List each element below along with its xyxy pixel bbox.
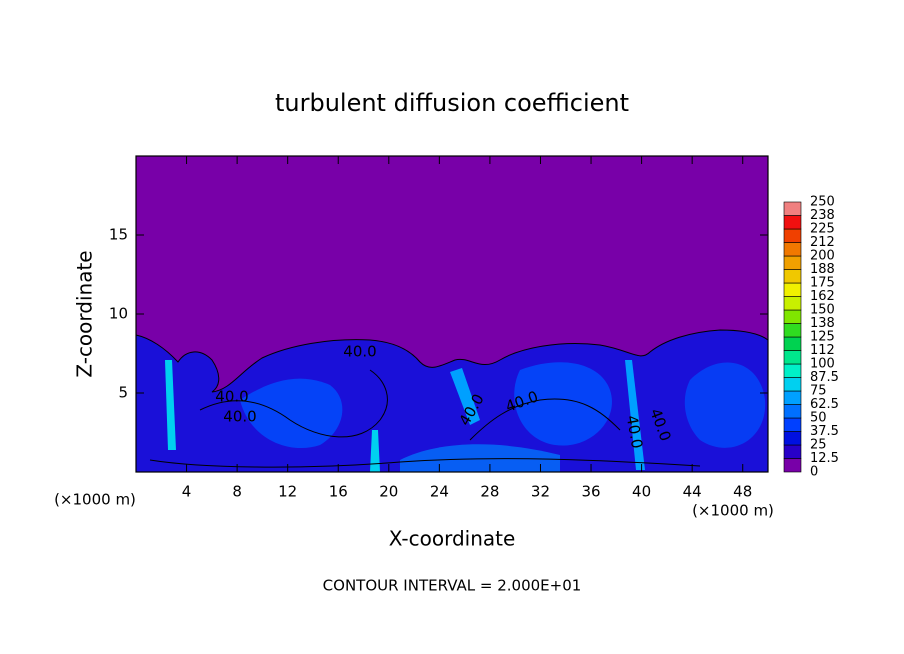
colorbar-band xyxy=(783,390,802,405)
contour-label: 40.0 xyxy=(343,343,376,361)
x-tick-label: 20 xyxy=(379,483,398,501)
field-streak xyxy=(450,368,480,425)
colorbar-band xyxy=(783,228,802,243)
colorbar-label: 238 xyxy=(810,208,835,223)
contour-label: 40.0 xyxy=(223,408,256,426)
footnote: CONTOUR INTERVAL = 2.000E+01 xyxy=(323,577,582,595)
colorbar-band xyxy=(783,336,802,351)
colorbar-label: 250 xyxy=(810,195,835,210)
colorbar-label: 62.5 xyxy=(810,397,839,412)
x-tick-label: 16 xyxy=(329,483,348,501)
field-patch xyxy=(240,378,343,448)
field-patch xyxy=(400,444,560,472)
x-tick-label: 28 xyxy=(480,483,499,501)
field-streak xyxy=(165,360,176,450)
x-tick-label: 36 xyxy=(581,483,600,501)
colorbar-label: 150 xyxy=(810,303,835,318)
colorbar-band xyxy=(783,377,802,392)
colorbar-band xyxy=(783,431,802,446)
colorbar-label: 87.5 xyxy=(810,370,839,385)
colorbar-label: 225 xyxy=(810,222,835,237)
colorbar-label: 188 xyxy=(810,262,835,277)
field-patch xyxy=(514,362,612,446)
contour-line xyxy=(469,398,621,441)
colorbar-band xyxy=(783,323,802,338)
x-tick-label: 8 xyxy=(232,483,242,501)
colorbar-band xyxy=(783,215,802,230)
colorbar-label: 125 xyxy=(810,330,835,345)
colorbar-label: 50 xyxy=(810,411,827,426)
colorbar-label: 200 xyxy=(810,249,835,264)
colorbar-label: 12.5 xyxy=(810,451,839,466)
colorbar-band xyxy=(783,269,802,284)
contour-line xyxy=(199,369,388,438)
colorbar-band xyxy=(783,255,802,270)
colorbar-band xyxy=(783,458,802,473)
x-tick-label: 48 xyxy=(733,483,752,501)
colorbar-band xyxy=(783,201,802,216)
y-tick-label: 10 xyxy=(109,305,128,323)
colorbar-band xyxy=(783,444,802,459)
contour-label: 40.0 xyxy=(215,388,248,406)
colorbar-label: 138 xyxy=(810,316,835,331)
colorbar-band xyxy=(783,309,802,324)
colorbar-label: 25 xyxy=(810,438,827,453)
colorbar-label: 0 xyxy=(810,465,818,480)
x-tick-label: 40 xyxy=(632,483,651,501)
contour-labels: 40.040.040.040.0 40.040.0 40.0 xyxy=(215,343,674,450)
colorbar-band xyxy=(783,404,802,419)
field-patch xyxy=(684,362,766,448)
x-tick-label: 4 xyxy=(182,483,192,501)
colorbar-band xyxy=(783,350,802,365)
x-tick-label: 32 xyxy=(531,483,550,501)
colorbar-band xyxy=(783,296,802,311)
x-tick-label: 24 xyxy=(430,483,449,501)
colorbar-label: 100 xyxy=(810,357,835,372)
x-unit-label: (×1000 m) xyxy=(692,502,774,520)
x-unit-label: (×1000 m) xyxy=(54,491,136,509)
y-axis-label: Z-coordinate xyxy=(73,250,97,377)
colorbar-label: 212 xyxy=(810,235,835,250)
colorbar-label: 37.5 xyxy=(810,424,839,439)
contour-label: 40.0 xyxy=(623,414,647,450)
contour-line xyxy=(149,458,701,468)
colorbar-band xyxy=(783,363,802,378)
contour-field xyxy=(135,156,769,473)
colorbar-band xyxy=(783,242,802,257)
field-streak xyxy=(625,360,645,470)
y-tick-label: 5 xyxy=(118,384,128,402)
x-tick-label: 44 xyxy=(683,483,702,501)
colorbar-label: 75 xyxy=(810,384,827,399)
colorbar-label: 112 xyxy=(810,343,835,358)
y-tick-label: 15 xyxy=(109,226,128,244)
x-tick-label: 12 xyxy=(278,483,297,501)
colorbar-band xyxy=(783,417,802,432)
chart-title: turbulent diffusion coefficient xyxy=(275,89,629,117)
field-streak xyxy=(370,430,380,472)
colorbar-label: 175 xyxy=(810,276,835,291)
x-axis-label: X-coordinate xyxy=(389,527,516,551)
colorbar-band xyxy=(783,282,802,297)
colorbar-label: 162 xyxy=(810,289,835,304)
